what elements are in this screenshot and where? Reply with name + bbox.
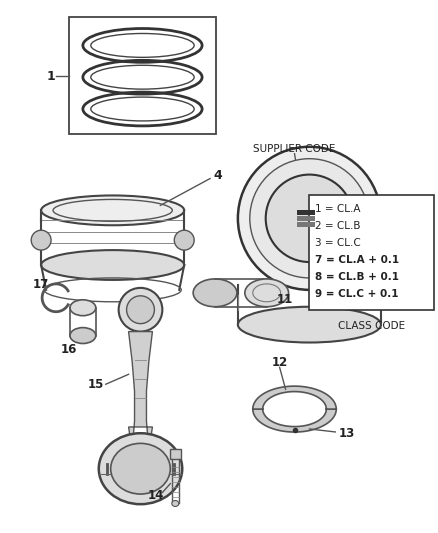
Ellipse shape xyxy=(41,196,184,225)
Ellipse shape xyxy=(31,230,51,250)
Text: 13: 13 xyxy=(339,427,355,440)
Ellipse shape xyxy=(111,443,170,494)
Text: 1 = CL.A: 1 = CL.A xyxy=(315,204,361,214)
Ellipse shape xyxy=(172,500,179,506)
Text: 8 = CL.B + 0.1: 8 = CL.B + 0.1 xyxy=(315,272,399,282)
Ellipse shape xyxy=(119,288,162,332)
Ellipse shape xyxy=(238,307,381,343)
Bar xyxy=(297,211,315,215)
Polygon shape xyxy=(129,332,152,451)
Bar xyxy=(297,222,315,227)
Polygon shape xyxy=(253,409,336,432)
Bar xyxy=(297,216,315,221)
Ellipse shape xyxy=(250,159,369,278)
Text: 1: 1 xyxy=(47,70,56,83)
Bar xyxy=(309,196,434,310)
Ellipse shape xyxy=(174,230,194,250)
Ellipse shape xyxy=(266,175,353,262)
Ellipse shape xyxy=(70,328,96,343)
Text: 16: 16 xyxy=(61,343,77,356)
Text: 17: 17 xyxy=(33,278,49,292)
Text: CLASS CODE: CLASS CODE xyxy=(338,321,405,330)
Text: 15: 15 xyxy=(88,378,104,391)
Text: SUPPLIER CODE: SUPPLIER CODE xyxy=(253,144,336,154)
Text: 12: 12 xyxy=(272,356,288,369)
Ellipse shape xyxy=(245,279,289,307)
Text: 2 = CL.B: 2 = CL.B xyxy=(315,221,361,231)
Ellipse shape xyxy=(238,147,381,290)
Bar xyxy=(170,449,181,459)
Ellipse shape xyxy=(99,433,182,504)
Ellipse shape xyxy=(127,296,155,324)
Text: 14: 14 xyxy=(147,489,164,502)
Text: 9 = CL.C + 0.1: 9 = CL.C + 0.1 xyxy=(315,289,399,299)
Text: 11: 11 xyxy=(276,293,293,306)
Ellipse shape xyxy=(41,250,184,280)
Bar xyxy=(69,17,216,134)
Polygon shape xyxy=(253,386,336,409)
Text: 7 = CL.A + 0.1: 7 = CL.A + 0.1 xyxy=(315,255,399,265)
Ellipse shape xyxy=(70,300,96,316)
Text: 3 = CL.C: 3 = CL.C xyxy=(315,238,361,248)
Text: 4: 4 xyxy=(214,169,223,182)
Ellipse shape xyxy=(193,279,237,307)
